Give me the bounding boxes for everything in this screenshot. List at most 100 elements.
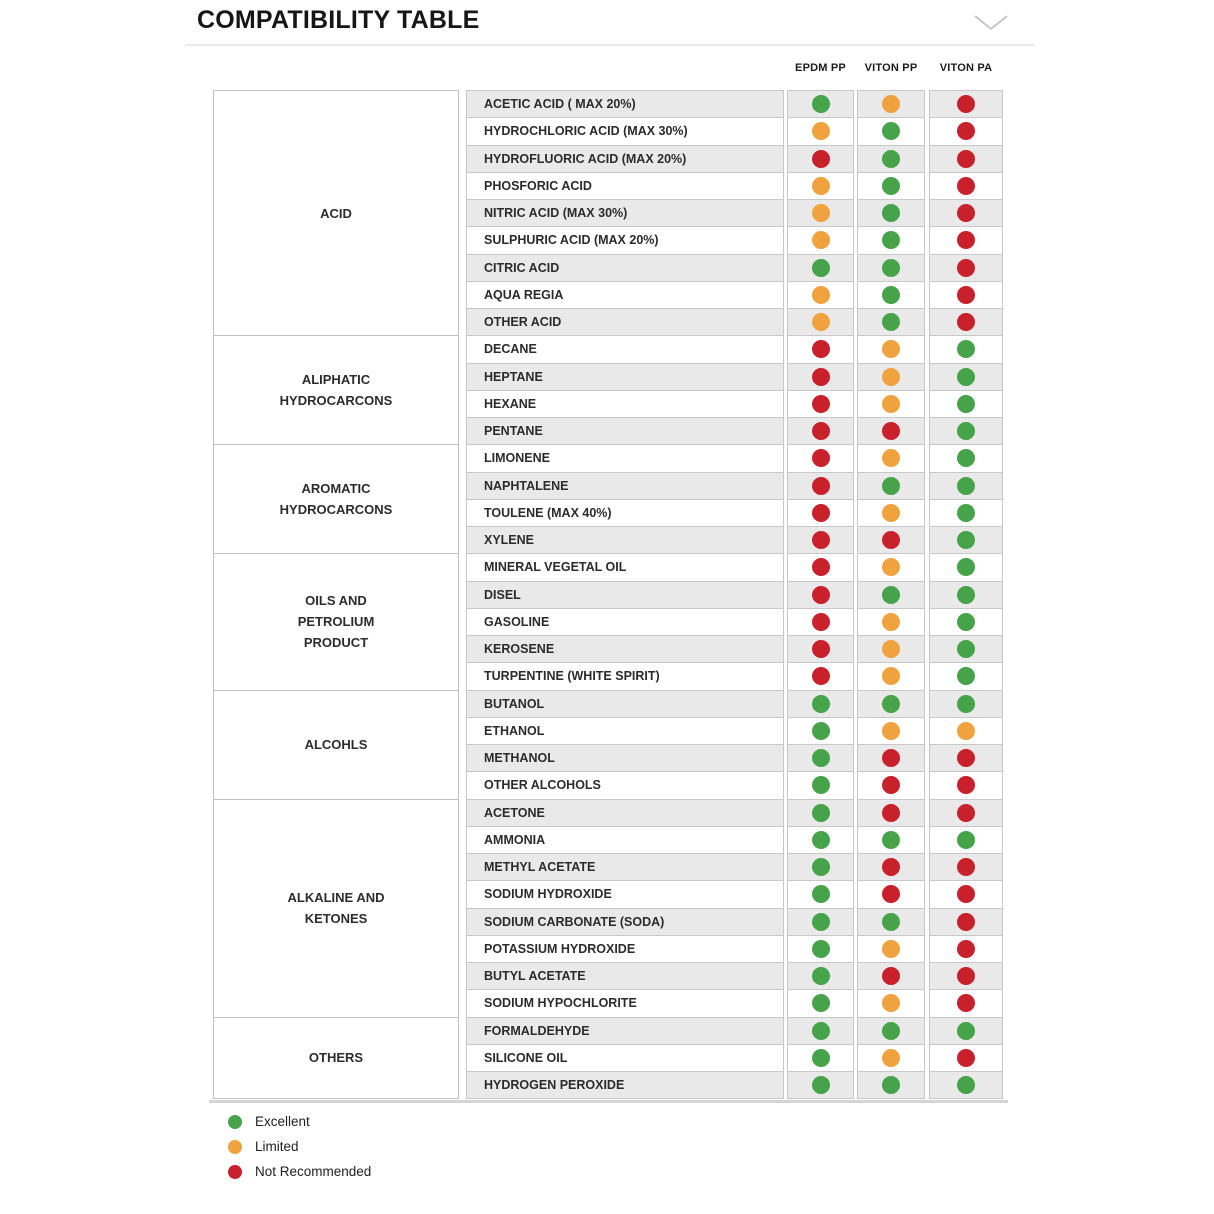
column-gap [783, 117, 788, 145]
column-header-viton-pp: VITON PP [864, 62, 918, 74]
not-recommended-dot-icon [811, 612, 830, 631]
rating-cell-viton-pp [857, 771, 925, 800]
rating-cell-viton-pp [857, 471, 925, 500]
column-gap [783, 744, 788, 772]
rating-cell-viton-pp [857, 117, 925, 146]
chemical-name-cell: NAPHTALENE [466, 471, 784, 500]
chemical-name-cell: MINERAL VEGETAL OIL [466, 553, 784, 582]
not-recommended-dot-icon [957, 122, 975, 141]
chemical-name-cell: DECANE [466, 335, 784, 364]
not-recommended-dot-icon [811, 340, 830, 359]
not-recommended-dot-icon [811, 449, 830, 468]
chemical-name-cell: KEROSENE [466, 634, 784, 664]
excellent-dot-icon [957, 394, 975, 413]
rating-cell-epdm-pp [787, 553, 854, 582]
column-gap [783, 826, 788, 854]
column-gap [924, 499, 930, 527]
rating-cell-viton-pa [929, 907, 1003, 936]
rating-cell-viton-pa [929, 634, 1003, 664]
column-gap [853, 1017, 858, 1045]
category-cell: ALKALINE AND KETONES [213, 798, 459, 1018]
compatibility-table: EPDM PP VITON PP VITON PA ACID ACETIC ACID … [213, 56, 1003, 1100]
column-gap [783, 690, 788, 718]
column-gap [924, 226, 930, 254]
chemical-name-cell: TOULENE (MAX 40%) [466, 498, 784, 528]
rating-cell-viton-pp [857, 253, 925, 282]
limited-dot-icon [882, 394, 900, 413]
table-row: ACID ACETIC ACID ( MAX 20%) [213, 89, 1003, 337]
rating-cell-viton-pp [857, 607, 925, 637]
legend-label: Excellent [255, 1114, 310, 1129]
chemical-name-cell: ETHANOL [466, 716, 784, 746]
rating-cell-viton-pa [929, 825, 1003, 855]
excellent-dot-icon [957, 640, 975, 658]
rating-cell-viton-pp [857, 798, 925, 827]
rating-cell-viton-pa [929, 1043, 1003, 1073]
chemical-name-cell: METHANOL [466, 743, 784, 773]
excellent-dot-icon [811, 95, 830, 113]
rating-cell-epdm-pp [787, 771, 854, 800]
excellent-dot-icon [811, 939, 830, 958]
column-header-viton-pa: VITON PA [939, 62, 993, 74]
rating-cell-viton-pp [857, 634, 925, 664]
rating-cell-viton-pa [929, 335, 1003, 364]
column-gap [853, 444, 858, 472]
excellent-dot-icon [811, 967, 830, 985]
rating-cell-viton-pa [929, 662, 1003, 691]
rating-cell-viton-pa [929, 144, 1003, 173]
column-gap [924, 390, 930, 418]
table-body: ACID ACETIC ACID ( MAX 20%) HYDROCHLORIC A… [213, 89, 1003, 1100]
rating-cell-viton-pa [929, 553, 1003, 582]
rating-cell-viton-pp [857, 689, 925, 718]
column-gap [783, 226, 788, 254]
column-gap [924, 935, 930, 963]
not-recommended-dot-icon [957, 994, 975, 1013]
rating-cell-viton-pa [929, 1016, 1003, 1045]
column-gap [924, 172, 930, 200]
chemical-name-cell: BUTANOL [466, 689, 784, 718]
column-gap [853, 553, 858, 581]
rating-cell-epdm-pp [787, 716, 854, 746]
rating-cell-epdm-pp [787, 825, 854, 855]
column-gap [853, 172, 858, 200]
excellent-dot-icon [811, 858, 830, 876]
not-recommended-dot-icon [882, 749, 900, 767]
not-recommended-dot-icon [957, 258, 975, 277]
column-gap [924, 444, 930, 472]
chemical-name-cell: SULPHURIC ACID (MAX 20%) [466, 226, 784, 255]
rating-cell-viton-pa [929, 444, 1003, 473]
header: COMPATIBILITY TABLE [197, 6, 1010, 35]
chemical-name-cell: PENTANE [466, 416, 784, 446]
column-gap [924, 880, 930, 908]
column-gap [853, 281, 858, 309]
chemical-name-cell: XYLENE [466, 525, 784, 555]
column-gap [924, 417, 930, 445]
not-recommended-dot-icon [957, 885, 975, 904]
category-cell: ALIPHATIC HYDROCARCONS [213, 335, 459, 446]
column-gap [924, 799, 930, 827]
column-gap [924, 690, 930, 718]
rating-cell-epdm-pp [787, 989, 854, 1018]
legend-item: Excellent [228, 1114, 371, 1129]
limited-dot-icon [811, 204, 830, 222]
column-gap [924, 908, 930, 936]
not-recommended-dot-icon [882, 776, 900, 795]
column-gap [853, 880, 858, 908]
chemical-name-cell: METHYL ACETATE [466, 852, 784, 882]
not-recommended-dot-icon [957, 95, 975, 113]
limited-dot-icon [882, 667, 900, 686]
chevron-down-icon[interactable] [972, 12, 1010, 34]
chemical-name-cell: DISEL [466, 580, 784, 609]
column-gap [924, 553, 930, 581]
category-cell: OILS AND PETROLIUM PRODUCT [213, 553, 459, 691]
rating-cell-epdm-pp [787, 89, 854, 119]
column-gap [783, 335, 788, 363]
table-row: TURPENTINE (WHITE SPIRIT) [214, 662, 1003, 691]
table-row: METHYL ACETATE [214, 852, 1003, 882]
limited-dot-icon [811, 313, 830, 331]
page-title: COMPATIBILITY TABLE [197, 6, 480, 34]
chemical-name-cell: HYDROGEN PEROXIDE [466, 1070, 784, 1100]
column-gap [924, 744, 930, 772]
limited-dot-icon [228, 1139, 242, 1154]
table-row: HEXANE [214, 389, 1003, 419]
